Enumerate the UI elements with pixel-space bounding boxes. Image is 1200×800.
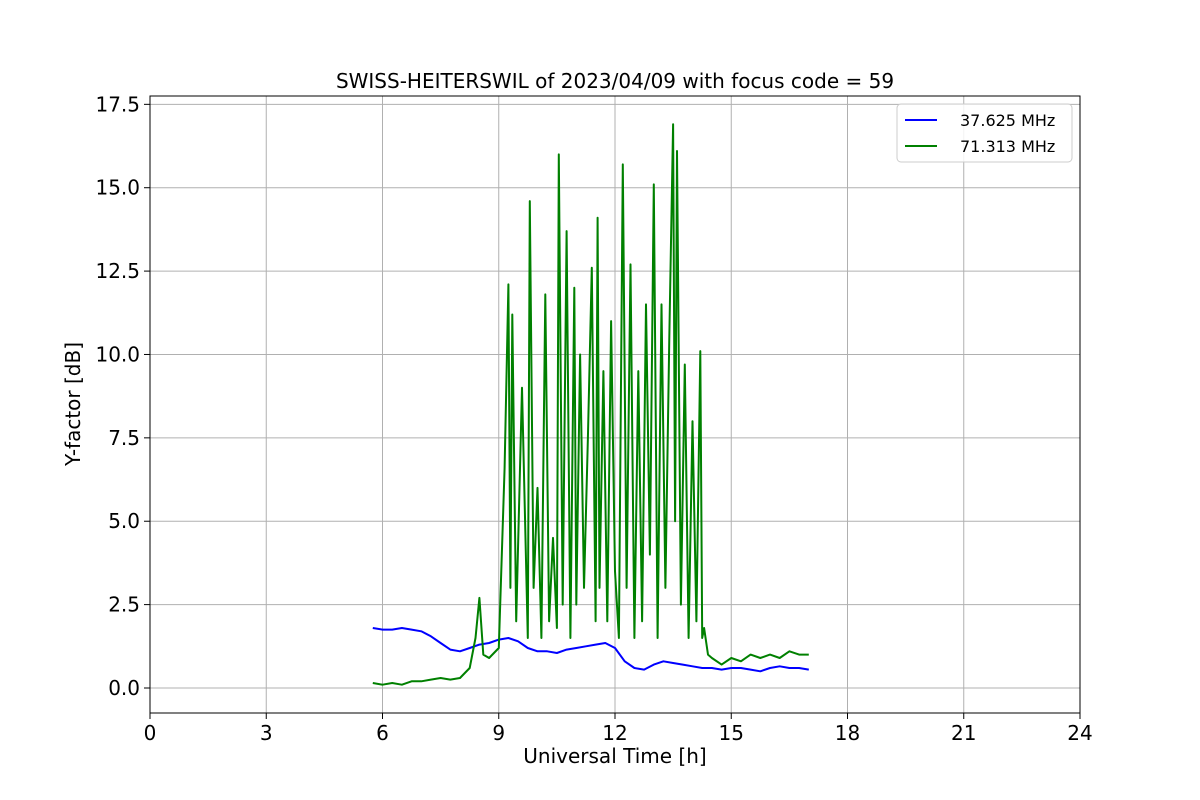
legend-label-71-313: 71.313 MHz (960, 137, 1055, 156)
y-axis-title: Y-factor [dB] (61, 342, 85, 467)
legend-box (896, 103, 1073, 163)
y-tick-label: 7.5 (108, 426, 140, 450)
x-axis-title: Universal Time [h] (523, 744, 706, 768)
y-tick-label: 15.0 (95, 176, 140, 200)
x-tick-label: 21 (951, 721, 976, 745)
chart-title: SWISS-HEITERSWIL of 2023/04/09 with focu… (336, 69, 894, 93)
series-line-71-313-mhz (372, 123, 809, 686)
legend-label-37-625: 37.625 MHz (960, 111, 1055, 130)
x-tick-label: 9 (492, 721, 505, 745)
y-tick-label: 5.0 (108, 509, 140, 533)
y-tick-label: 10.0 (95, 342, 140, 366)
x-tick-label: 24 (1067, 721, 1092, 745)
x-tick-label: 12 (602, 721, 627, 745)
series-layer (372, 123, 809, 686)
axis-ticks: 0 3 6 9 12 15 18 21 24 0.0 2.5 5.0 7.5 10.0 12.5 15.0 17… (95, 92, 1092, 745)
legend: 37.625 MHz 71.313 MHz (896, 103, 1073, 163)
x-tick-label: 15 (719, 721, 744, 745)
x-tick-label: 6 (376, 721, 389, 745)
y-tick-label: 17.5 (95, 92, 140, 116)
y-tick-label: 12.5 (95, 259, 140, 283)
y-tick-label: 2.5 (108, 593, 140, 617)
x-tick-label: 0 (144, 721, 157, 745)
x-tick-label: 3 (260, 721, 273, 745)
series-line-37-625-mhz (372, 627, 809, 673)
y-tick-label: 0.0 (108, 676, 140, 700)
x-tick-label: 18 (835, 721, 860, 745)
